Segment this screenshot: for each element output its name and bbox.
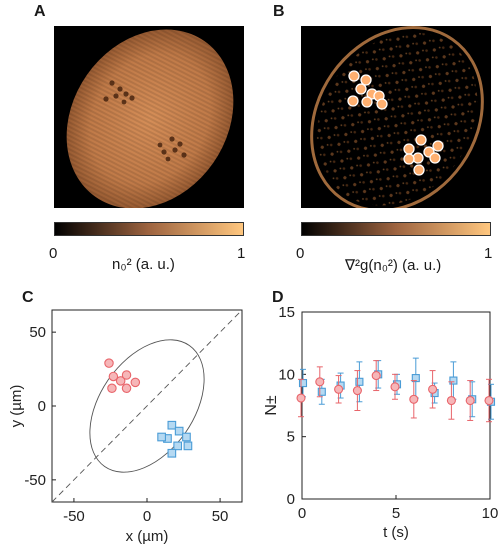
vortex-point-blue — [183, 441, 193, 451]
vortex-markers-b — [347, 70, 444, 176]
vortex-cores-a — [103, 80, 187, 162]
bec-cloud — [66, 29, 234, 208]
colorbar-b-max: 1 — [484, 245, 493, 262]
x-axis-label-d: t (s) — [383, 524, 409, 541]
colorbar-a-max: 1 — [237, 245, 246, 262]
vortex-point-red — [130, 377, 141, 388]
image-b — [301, 26, 491, 208]
vortex-point-blue — [157, 432, 166, 442]
data-point-blue — [355, 377, 364, 386]
vortex-point-red — [121, 383, 132, 394]
y-tick-label-c: 50 — [29, 324, 46, 341]
y-axis-label-c: y (µm) — [8, 385, 25, 428]
data-point-blue — [449, 376, 458, 385]
chart-c: -50 0 50 50 0 -50 x (µm) y (µm) — [8, 309, 243, 545]
colorbar-a-min: 0 — [49, 245, 58, 262]
colorbar-b — [301, 222, 491, 236]
data-point-blue — [317, 387, 326, 396]
x-axis-label-c: x (µm) — [126, 528, 169, 545]
y-tick-label-d: 5 — [287, 429, 295, 446]
y-tick-label-d: 10 — [278, 366, 295, 383]
y-tick-label-d: 15 — [278, 304, 295, 321]
vortex-point-blue — [173, 441, 183, 451]
panel-label-c: C — [22, 289, 34, 306]
vortex-point-red — [108, 371, 119, 382]
colorbar-a — [54, 222, 244, 236]
data-point-red — [446, 395, 456, 406]
vortex-point-blue — [167, 448, 177, 458]
data-point-blue — [411, 374, 420, 383]
y-tick-label-c: -50 — [24, 472, 46, 489]
data-point-red — [409, 394, 419, 404]
x-tick-label-d: 0 — [298, 505, 306, 522]
y-tick-label-c: 0 — [38, 398, 46, 415]
y-tick-label-d: 0 — [287, 491, 295, 508]
data-point-red — [371, 371, 381, 381]
colorbar-a-label: n₀² (a. u.) — [112, 256, 175, 273]
vortex-point-red — [107, 383, 117, 394]
plot-frame-d — [301, 311, 491, 500]
data-point-red — [334, 384, 344, 394]
x-tick-label-d: 10 — [482, 505, 498, 522]
data-point-red — [484, 395, 494, 406]
vortex-point-blue — [167, 420, 177, 430]
x-tick-label-c: -50 — [63, 508, 85, 525]
data-point-red — [390, 382, 400, 392]
vortex-point-red — [104, 358, 114, 368]
colorbar-b-min: 0 — [296, 245, 305, 262]
vortex-point-blue — [182, 432, 191, 442]
panel-label-d: D — [272, 289, 284, 306]
x-tick-label-d: 5 — [392, 505, 400, 522]
vortex-point-red — [115, 376, 126, 386]
panel-label-a: A — [34, 3, 46, 20]
y-axis-label-d: N± — [263, 395, 280, 416]
image-a — [54, 26, 244, 208]
cloud-edge-ring — [310, 26, 484, 208]
data-point-red — [465, 395, 475, 406]
data-point-red — [296, 393, 306, 403]
data-point-red — [315, 377, 325, 387]
vortex-point-blue — [174, 426, 184, 436]
colorbar-b-label: ∇²g(n₀²) (a. u.) — [345, 257, 442, 274]
data-point-red — [428, 384, 438, 394]
chart-d: 0 5 10 0 5 10 15 t (s) N± — [263, 304, 498, 541]
x-tick-label-c: 50 — [212, 508, 229, 525]
diagonal-dashed-line — [51, 309, 243, 503]
vortex-point-red — [121, 370, 132, 380]
data-point-red — [352, 385, 362, 396]
panel-label-b: B — [273, 3, 285, 20]
x-tick-label-c: 0 — [143, 508, 151, 525]
